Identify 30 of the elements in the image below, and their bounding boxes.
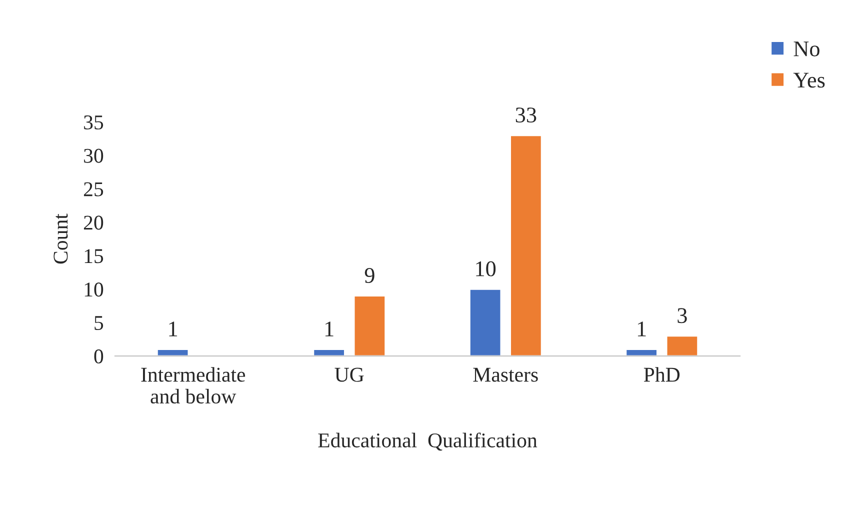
y-axis-title: Count bbox=[54, 214, 68, 264]
y-tick-label: 0 bbox=[94, 349, 104, 364]
y-tick-label: 15 bbox=[84, 249, 104, 264]
data-label: 1 bbox=[638, 322, 646, 336]
x-tick-label: PhD bbox=[644, 367, 680, 382]
bar bbox=[666, 335, 699, 356]
y-tick-label: 35 bbox=[84, 115, 104, 130]
bar bbox=[468, 288, 502, 356]
legend-label: Yes bbox=[793, 72, 825, 88]
bar bbox=[510, 134, 542, 356]
data-label: 10 bbox=[476, 261, 496, 276]
y-tick-label: 5 bbox=[94, 316, 104, 330]
bar bbox=[312, 348, 346, 356]
y-tick-label: 20 bbox=[84, 216, 104, 230]
bar bbox=[625, 348, 658, 356]
x-tick-label: UG bbox=[334, 368, 364, 382]
legend-label: No bbox=[794, 42, 820, 56]
data-label: 9 bbox=[364, 268, 374, 283]
y-tick-label: 25 bbox=[84, 182, 104, 196]
data-label: 1 bbox=[325, 322, 334, 336]
y-tick-label: 30 bbox=[84, 148, 104, 163]
y-tick-label: 10 bbox=[84, 282, 104, 297]
x-tick-label: Masters bbox=[473, 368, 538, 382]
data-label: 33 bbox=[516, 108, 536, 123]
bar bbox=[156, 348, 190, 356]
x-axis-title: Educational Qualification bbox=[318, 432, 538, 451]
x-tick-label: Intermediate and below bbox=[141, 367, 246, 404]
data-label: 3 bbox=[678, 308, 687, 324]
bar bbox=[353, 295, 386, 356]
data-label: 1 bbox=[169, 322, 178, 336]
